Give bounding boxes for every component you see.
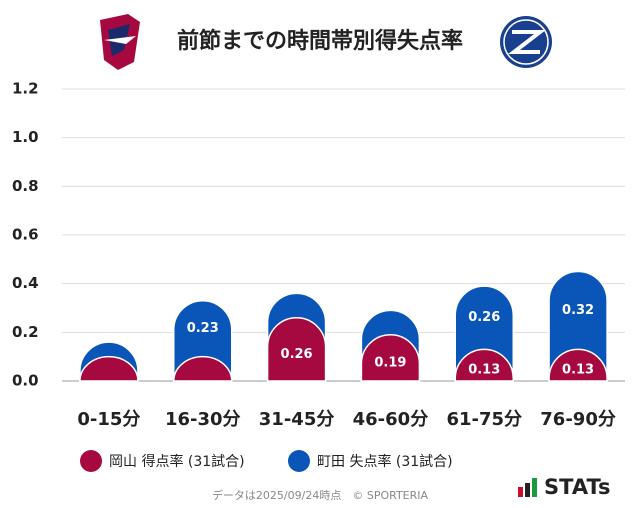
home-logo <box>100 14 140 70</box>
bar-segment <box>266 317 327 382</box>
y-tick-label: 1.0 <box>12 128 39 146</box>
chart-title: 前節までの時間帯別得失点率 <box>177 28 463 54</box>
data-label: 0.26 <box>468 310 500 325</box>
x-tick-label: 16-30分 <box>165 409 241 430</box>
data-label: 0.23 <box>187 321 219 336</box>
x-tick-label: 0-15分 <box>77 409 140 430</box>
bar-segment <box>172 355 233 382</box>
away-logo <box>500 16 552 68</box>
y-tick-label: 1.2 <box>12 80 39 98</box>
x-tick-label: 31-45分 <box>259 409 335 430</box>
x-tick-label: 61-75分 <box>446 409 522 430</box>
y-tick-label: 0.0 <box>12 372 39 390</box>
y-tick-label: 0.2 <box>12 323 39 341</box>
legend-label: 町田 失点率 (31試合) <box>317 453 453 470</box>
legend-marker <box>288 450 310 472</box>
data-label: 0.13 <box>562 363 594 378</box>
data-label: 0.32 <box>562 303 594 318</box>
bar-segment <box>360 334 421 382</box>
brand-logo <box>518 478 537 497</box>
footer: データは2025/09/24時点 © SPORTERIA <box>212 488 429 502</box>
bar-segment <box>548 348 608 382</box>
x-tick-label: 76-90分 <box>540 409 616 430</box>
data-label: 0.19 <box>374 355 406 370</box>
bar-segment <box>454 348 514 382</box>
y-tick-label: 0.4 <box>12 274 39 292</box>
legend-label: 岡山 得点率 (31試合) <box>109 453 245 470</box>
y-tick-label: 0.6 <box>12 226 39 244</box>
brand: STATs <box>544 475 610 499</box>
data-label: 0.26 <box>281 347 313 362</box>
legend-marker <box>80 450 102 472</box>
bar-segment <box>79 355 139 382</box>
x-tick-label: 46-60分 <box>353 409 429 430</box>
data-label: 0.13 <box>468 363 500 378</box>
y-tick-label: 0.8 <box>12 177 39 195</box>
